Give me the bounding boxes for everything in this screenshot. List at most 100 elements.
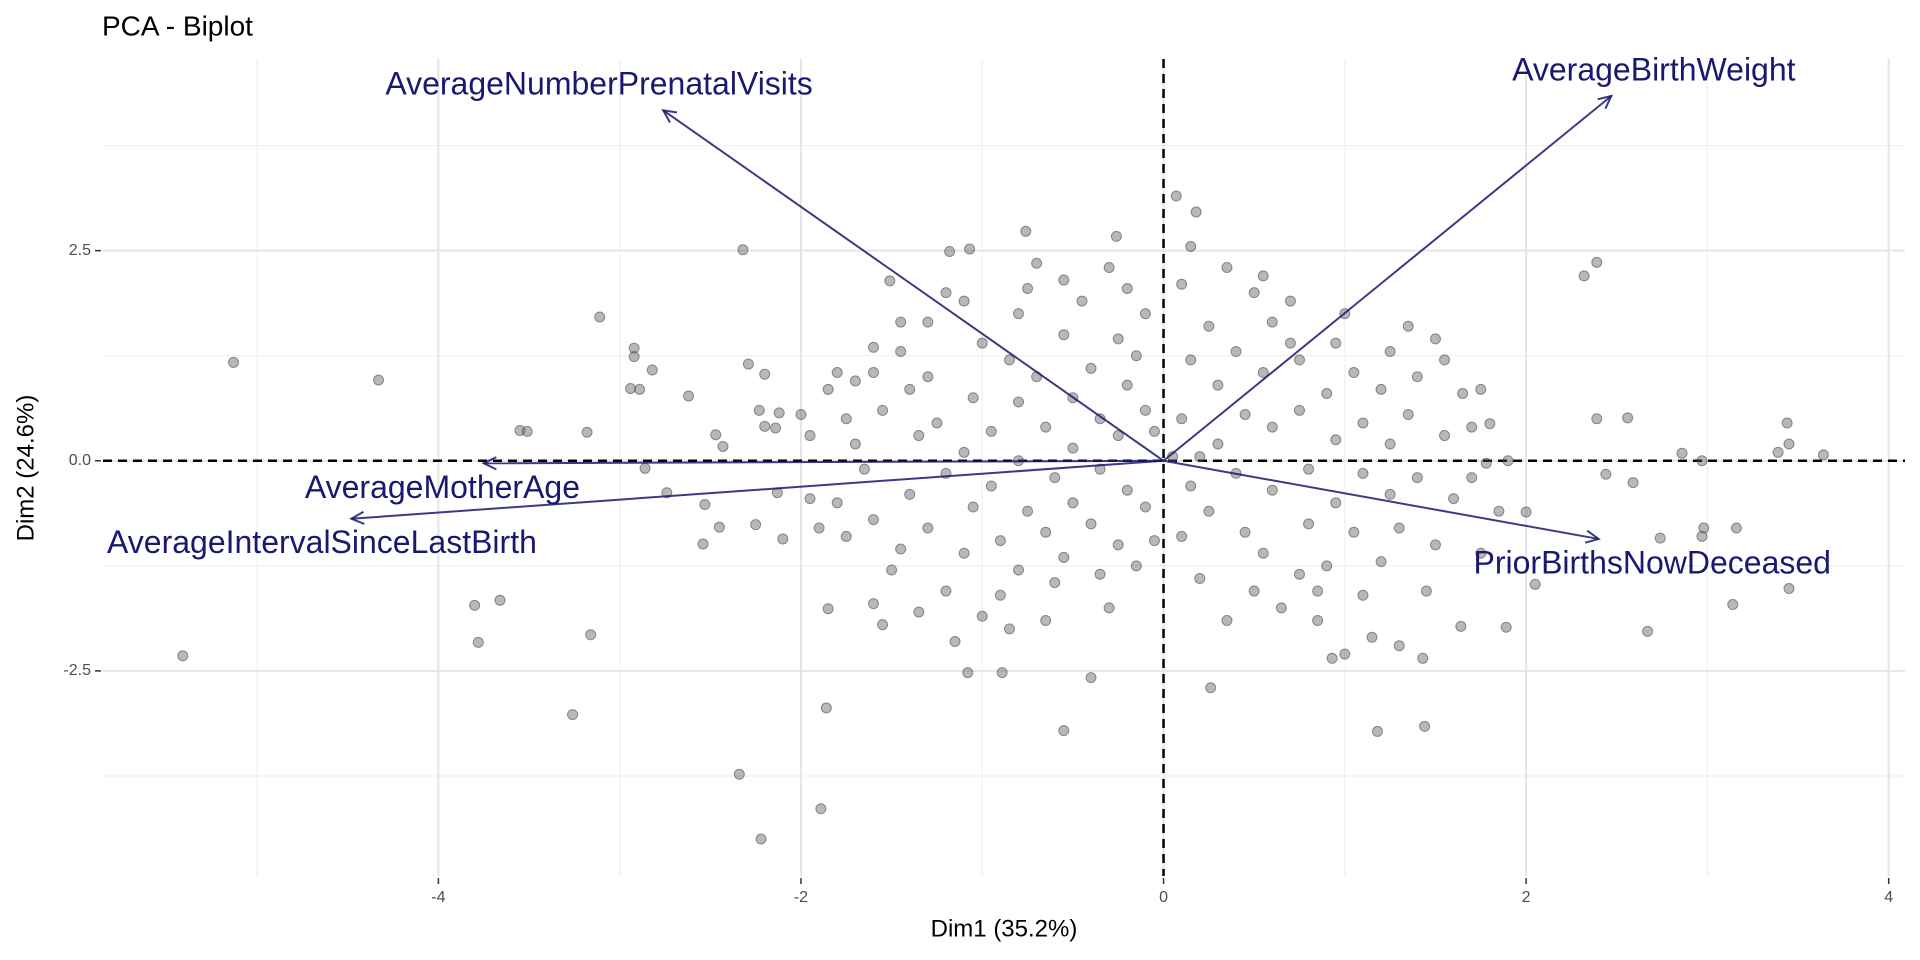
point: [1293, 354, 1305, 366]
x-tick-label: -2: [794, 889, 808, 906]
point: [1130, 560, 1142, 572]
point: [1013, 308, 1025, 320]
point: [521, 425, 533, 437]
y-tick-label: 2.5: [69, 242, 91, 259]
point: [1022, 282, 1034, 294]
point: [895, 543, 907, 555]
point: [1772, 446, 1784, 458]
point: [884, 275, 896, 287]
arrow-head: [661, 108, 678, 123]
point: [1049, 472, 1061, 484]
point: [858, 463, 870, 475]
point: [1357, 589, 1369, 601]
point: [1339, 648, 1351, 660]
point: [1112, 430, 1124, 442]
point: [1627, 477, 1639, 489]
y-tick-label: -2.5: [63, 662, 91, 679]
point: [1257, 547, 1269, 559]
arrow-head: [1597, 94, 1614, 110]
point: [1185, 240, 1197, 252]
point: [831, 497, 843, 509]
point: [813, 522, 825, 534]
point: [1622, 412, 1634, 424]
point: [822, 383, 834, 395]
point: [1493, 505, 1505, 517]
point: [1266, 484, 1278, 496]
x-tick-label: -4: [431, 889, 445, 906]
point: [820, 702, 832, 714]
point: [849, 375, 861, 387]
variable-label: AverageMotherAge: [305, 469, 580, 505]
point: [1085, 672, 1097, 684]
y-axis-title: Dim2 (24.6%): [12, 395, 39, 542]
point: [1212, 379, 1224, 391]
point: [1121, 379, 1133, 391]
arrow-head: [349, 510, 365, 525]
point: [877, 404, 889, 416]
point: [985, 480, 997, 492]
point: [753, 404, 765, 416]
point: [1049, 577, 1061, 589]
point: [1266, 316, 1278, 328]
point: [1076, 295, 1088, 307]
point: [994, 535, 1006, 547]
point: [958, 547, 970, 559]
point: [1783, 438, 1795, 450]
point: [1205, 682, 1217, 694]
point: [1366, 631, 1378, 643]
point: [1312, 585, 1324, 597]
point: [1185, 480, 1197, 492]
point: [594, 311, 606, 323]
point: [1578, 270, 1590, 282]
point: [1139, 308, 1151, 320]
point: [1031, 257, 1043, 269]
point: [646, 364, 658, 376]
point: [1348, 526, 1360, 538]
point: [1402, 409, 1414, 421]
point: [1221, 261, 1233, 273]
point: [1600, 468, 1612, 480]
point: [1121, 484, 1133, 496]
point: [949, 635, 961, 647]
point: [1212, 438, 1224, 450]
point: [1420, 585, 1432, 597]
point: [1312, 614, 1324, 626]
point: [1466, 421, 1478, 433]
point: [840, 413, 852, 425]
point: [1221, 614, 1233, 626]
point: [697, 538, 709, 550]
point: [840, 530, 852, 542]
point: [773, 407, 785, 419]
loading-vector: [483, 459, 1164, 465]
point: [1303, 463, 1315, 475]
point: [922, 316, 934, 328]
point: [1357, 467, 1369, 479]
point: [737, 244, 749, 256]
point: [1203, 320, 1215, 332]
point: [1439, 354, 1451, 366]
variable-label: AverageNumberPrenatalVisits: [385, 66, 812, 102]
point: [940, 585, 952, 597]
point: [1642, 625, 1654, 637]
point: [710, 429, 722, 441]
point: [1781, 417, 1793, 429]
point: [1484, 418, 1496, 430]
point: [877, 619, 889, 631]
point: [1455, 620, 1467, 632]
point: [940, 287, 952, 299]
point: [1326, 652, 1338, 664]
point: [1058, 551, 1070, 563]
point: [1591, 413, 1603, 425]
point: [628, 342, 640, 354]
point: [759, 368, 771, 380]
point: [1529, 578, 1541, 590]
point: [1402, 320, 1414, 332]
arrow-head: [481, 456, 497, 471]
point: [1293, 568, 1305, 580]
point: [1040, 526, 1052, 538]
point: [1411, 472, 1423, 484]
point: [904, 488, 916, 500]
point: [1480, 457, 1492, 469]
variable-label: PriorBirthsNowDeceased: [1474, 544, 1831, 580]
